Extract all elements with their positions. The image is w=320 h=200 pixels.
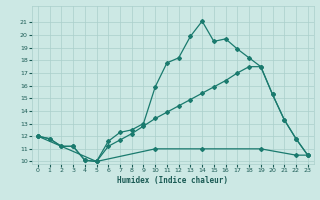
X-axis label: Humidex (Indice chaleur): Humidex (Indice chaleur) — [117, 176, 228, 185]
